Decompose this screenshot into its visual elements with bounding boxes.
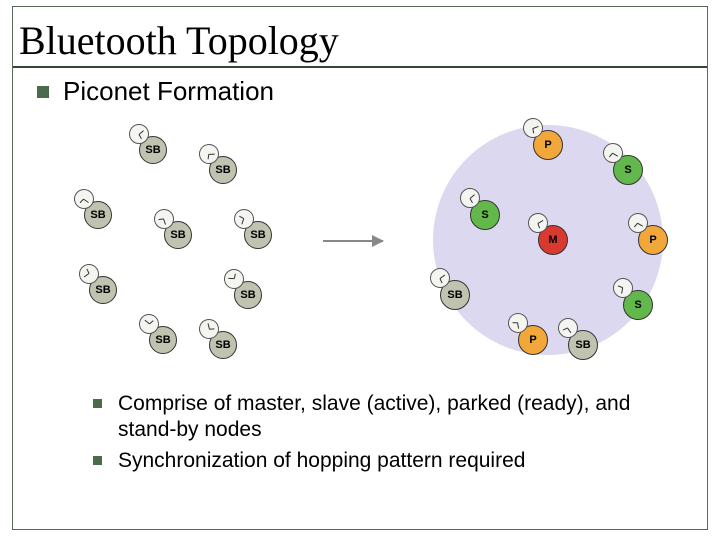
bullet-icon xyxy=(37,86,49,98)
slide-title: Bluetooth Topology xyxy=(13,7,707,66)
bullet-row: Comprise of master, slave (active), park… xyxy=(93,391,677,444)
bullet-icon xyxy=(93,399,102,408)
transition-arrow xyxy=(323,240,383,242)
bullet-text: Comprise of master, slave (active), park… xyxy=(118,391,677,444)
clock-icon xyxy=(460,188,480,208)
slide-frame: Bluetooth Topology Piconet Formation SBS… xyxy=(12,6,708,530)
bullet-icon xyxy=(93,456,102,465)
bullet-row: Synchronization of hopping pattern requi… xyxy=(93,448,677,474)
subtitle-row: Piconet Formation xyxy=(13,76,707,107)
title-underline xyxy=(13,66,707,68)
piconet-diagram: SBSBSBSBSBSBSBSBSBMSSSPPPSBSB xyxy=(23,115,697,385)
subtitle-text: Piconet Formation xyxy=(63,76,274,107)
bullet-text: Synchronization of hopping pattern requi… xyxy=(118,448,525,474)
body-bullets: Comprise of master, slave (active), park… xyxy=(13,385,707,474)
clock-icon xyxy=(129,124,149,144)
